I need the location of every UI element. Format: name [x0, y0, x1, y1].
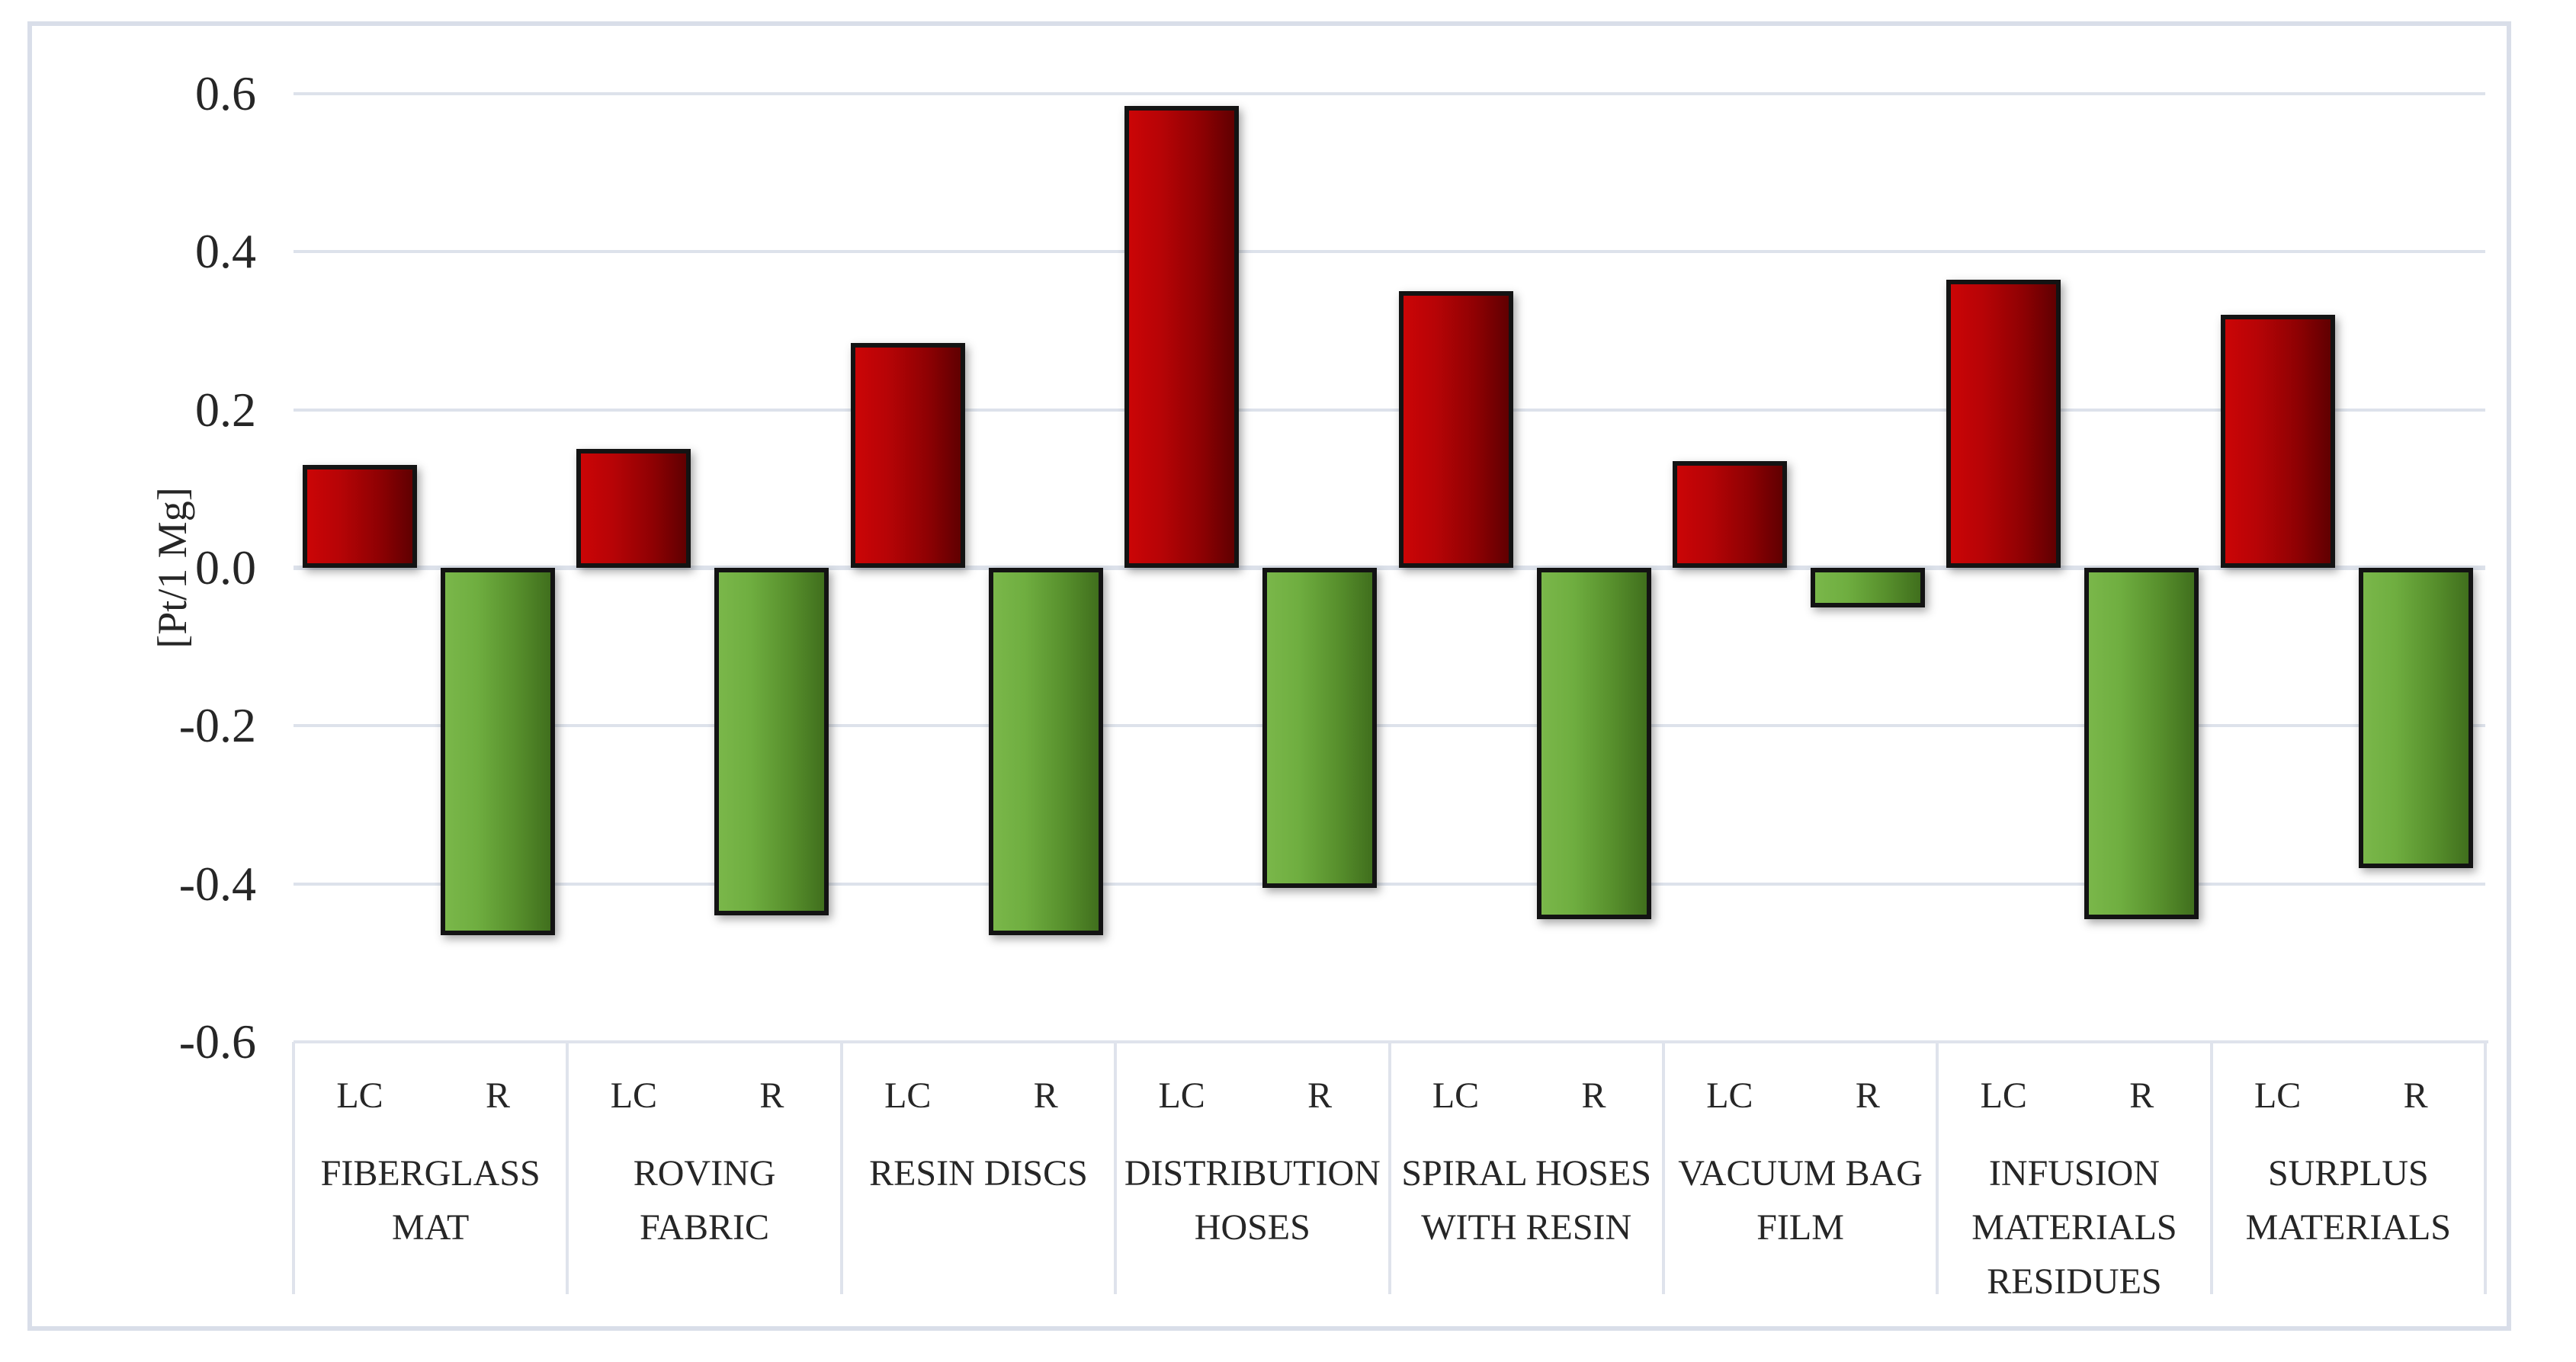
y-tick-label-0.6: 0.6: [195, 66, 256, 120]
x-axis-table-top-border: [294, 1040, 2488, 1043]
y-tick-label--0.6: -0.6: [178, 1014, 256, 1069]
x-sublabel-r-surplus-materials: R: [2403, 1075, 2428, 1116]
x-sublabel-lc-distribution-hoses: LC: [1158, 1075, 1205, 1116]
x-sublabel-r-spiral-hoses-with-resin: R: [1581, 1075, 1606, 1116]
x-category-label-spiral-hoses-with-resin: SPIRAL HOSES WITH RESIN: [1401, 1153, 1651, 1248]
bar-r-spiral-hoses-with-resin: [1536, 568, 1651, 919]
y-tick-label-0.0: 0.0: [195, 540, 256, 594]
gridline-0.2: [294, 408, 2485, 412]
x-axis-table-separator: [2209, 1042, 2213, 1294]
bar-r-fiberglass-mat: [441, 568, 555, 935]
x-axis-table-separator: [2484, 1042, 2487, 1294]
bar-lc-spiral-hoses-with-resin: [1398, 291, 1513, 568]
bar-r-vacuum-bag-film: [1810, 568, 1925, 607]
x-sublabel-r-resin-discs: R: [1033, 1075, 1058, 1116]
y-tick-label-0.2: 0.2: [195, 382, 256, 437]
x-sublabel-lc-spiral-hoses-with-resin: LC: [1432, 1075, 1480, 1116]
x-category-label-vacuum-bag-film: VACUUM BAG FILM: [1678, 1153, 1923, 1248]
x-sublabel-r-vacuum-bag-film: R: [1855, 1075, 1880, 1116]
bar-lc-fiberglass-mat: [303, 465, 417, 568]
bar-lc-surplus-materials: [2220, 315, 2335, 568]
x-sublabel-lc-resin-discs: LC: [884, 1075, 932, 1116]
bar-r-infusion-materials-residues: [2084, 568, 2199, 919]
bar-r-resin-discs: [988, 568, 1103, 935]
x-sublabel-lc-vacuum-bag-film: LC: [1706, 1075, 1753, 1116]
x-sublabel-lc-infusion-materials-residues: LC: [1980, 1075, 2027, 1116]
x-sublabel-r-roving-fabric: R: [759, 1075, 784, 1116]
x-sublabel-lc-surplus-materials: LC: [2254, 1075, 2302, 1116]
x-axis-table-separator: [1114, 1042, 1118, 1294]
bar-lc-distribution-hoses: [1124, 106, 1240, 568]
x-axis-table-separator: [839, 1042, 843, 1294]
gridline-0.6: [294, 91, 2485, 95]
bar-lc-vacuum-bag-film: [1672, 461, 1787, 568]
gridline--0.2: [294, 724, 2485, 728]
x-axis-table-separator: [1387, 1042, 1391, 1294]
bar-lc-roving-fabric: [576, 449, 691, 568]
y-tick-label--0.2: -0.2: [178, 698, 256, 753]
x-sublabel-r-distribution-hoses: R: [1307, 1075, 1333, 1116]
gridline-0.0: [294, 566, 2485, 570]
gridline-0.4: [294, 250, 2485, 254]
x-category-label-roving-fabric: ROVING FABRIC: [633, 1153, 776, 1248]
bar-r-roving-fabric: [714, 568, 829, 915]
y-tick-label--0.4: -0.4: [178, 856, 256, 911]
x-category-label-surplus-materials: SURPLUS MATERIALS: [2245, 1153, 2451, 1248]
y-tick-label-0.4: 0.4: [195, 224, 256, 279]
x-axis-table-separator: [292, 1042, 295, 1294]
bar-lc-resin-discs: [850, 343, 965, 568]
x-axis-table-separator: [1936, 1042, 1939, 1294]
x-sublabel-r-fiberglass-mat: R: [485, 1075, 510, 1116]
bar-r-distribution-hoses: [1262, 568, 1378, 888]
x-sublabel-lc-fiberglass-mat: LC: [336, 1075, 383, 1116]
x-category-label-resin-discs: RESIN DISCS: [869, 1153, 1088, 1194]
x-axis-table-separator: [1661, 1042, 1665, 1294]
bar-lc-infusion-materials-residues: [1946, 280, 2061, 568]
bar-r-surplus-materials: [2358, 568, 2473, 868]
x-sublabel-lc-roving-fabric: LC: [610, 1075, 658, 1116]
x-category-label-infusion-materials-residues: INFUSION MATERIALS RESIDUES: [1971, 1153, 2177, 1302]
gridline--0.4: [294, 882, 2485, 886]
x-axis-table-separator: [566, 1042, 569, 1294]
x-sublabel-r-infusion-materials-residues: R: [2129, 1075, 2154, 1116]
x-category-label-fiberglass-mat: FIBERGLASS MAT: [320, 1153, 541, 1248]
x-category-label-distribution-hoses: DISTRIBUTION HOSES: [1124, 1153, 1381, 1248]
